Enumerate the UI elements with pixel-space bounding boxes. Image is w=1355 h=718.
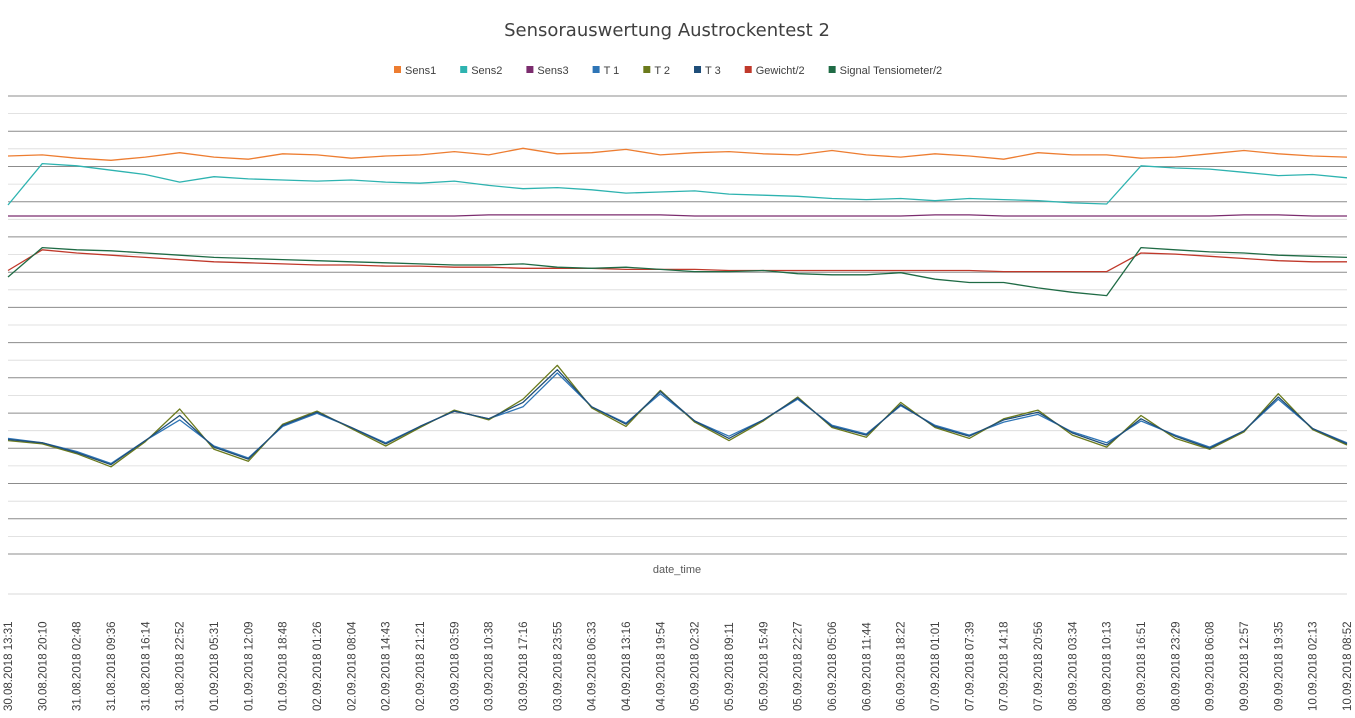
x-tick-label: 08.09.2018 03:34 xyxy=(1067,621,1079,711)
x-tick-label: 08.09.2018 10:13 xyxy=(1102,622,1114,712)
x-tick-label: 05.09.2018 02:32 xyxy=(690,622,702,712)
legend-swatch xyxy=(460,66,468,73)
x-tick-label: 05.09.2018 22:27 xyxy=(793,622,805,712)
series-line-signal-tensiometer-2 xyxy=(7,246,1348,297)
x-tick-label: 02.09.2018 08:04 xyxy=(346,621,358,711)
chart-title: Sensorauswertung Austrockentest 2 xyxy=(504,20,830,41)
x-tick-label: 02.09.2018 21:21 xyxy=(415,621,427,711)
x-tick-label: 07.09.2018 01:01 xyxy=(930,621,942,711)
x-tick-label: 07.09.2018 20:56 xyxy=(1033,621,1045,711)
x-tick-label: 01.09.2018 05:31 xyxy=(209,621,221,711)
x-tick-label: 01.09.2018 12:09 xyxy=(243,621,255,711)
legend-swatch xyxy=(828,66,836,73)
x-tick-label: 08.09.2018 16:51 xyxy=(1136,621,1148,711)
x-tick-label: 31.08.2018 22:52 xyxy=(175,622,187,712)
legend-swatch xyxy=(526,66,534,73)
legend-swatch xyxy=(744,66,752,73)
x-tick-label: 31.08.2018 16:14 xyxy=(140,621,152,711)
legend-item: Signal Tensiometer/2 xyxy=(828,65,943,77)
x-tick-label: 05.09.2018 09:11 xyxy=(724,622,736,711)
x-tick-label: 03.09.2018 03:59 xyxy=(449,621,461,711)
legend-swatch xyxy=(694,66,702,73)
legend-label: Sens3 xyxy=(537,65,568,77)
x-tick-label: 03.09.2018 10:38 xyxy=(484,622,496,712)
x-tick-label: 06.09.2018 05:06 xyxy=(827,621,839,711)
series-line-t-3 xyxy=(7,369,1348,466)
x-tick-label: 10.09.2018 02:13 xyxy=(1308,622,1320,712)
legend-swatch xyxy=(592,66,600,73)
x-tick-labels: 30.08.2018 13:31 30.08.2018 20:10 31.08.20… xyxy=(3,621,1354,711)
x-tick-label: 06.09.2018 18:22 xyxy=(896,622,908,712)
legend-item: Gewicht/2 xyxy=(744,65,805,77)
legend-label: T 1 xyxy=(604,65,620,77)
x-tick-label: 30.08.2018 13:31 xyxy=(3,621,15,711)
series-line-sens1 xyxy=(7,147,1348,161)
x-tick-label: 04.09.2018 13:16 xyxy=(621,621,633,711)
x-tick-label: 09.09.2018 06:08 xyxy=(1205,622,1217,712)
x-tick-label: 02.09.2018 14:43 xyxy=(381,622,393,712)
x-tick-label: 02.09.2018 01:26 xyxy=(312,621,324,711)
x-tick-label: 30.08.2018 20:10 xyxy=(37,621,49,711)
legend-label: Signal Tensiometer/2 xyxy=(840,65,943,77)
x-tick-label: 08.09.2018 23:29 xyxy=(1170,621,1182,711)
x-tick-label: 05.09.2018 15:49 xyxy=(758,621,770,711)
x-tick-label: 01.09.2018 18:48 xyxy=(278,622,290,712)
legend-label: T 3 xyxy=(705,65,721,77)
series-line-gewicht-2 xyxy=(7,249,1347,273)
legend-swatch xyxy=(394,66,401,73)
x-tick-label: 06.09.2018 11:44 xyxy=(861,622,873,711)
series-lines xyxy=(7,147,1348,468)
legend-label: Sens2 xyxy=(471,65,502,77)
legend-item: T 3 xyxy=(694,65,721,77)
x-tick-label: 31.08.2018 02:48 xyxy=(72,622,84,712)
x-tick-label: 09.09.2018 12:57 xyxy=(1239,621,1251,711)
gridlines xyxy=(8,95,1347,595)
x-tick-label: 31.08.2018 09:36 xyxy=(106,621,118,711)
legend-label: Gewicht/2 xyxy=(756,65,805,77)
legend-label: T 2 xyxy=(654,65,670,77)
legend-label: Sens1 xyxy=(405,65,436,77)
legend-item: Sens3 xyxy=(526,65,569,77)
x-tick-label: 03.09.2018 17:16 xyxy=(518,621,530,711)
legend: Sens1 Sens2 Sens3 T 1 T 2 T 3 Gewicht/2 Signal … xyxy=(394,65,942,77)
x-tick-label: 04.09.2018 19:54 xyxy=(655,621,667,711)
legend-item: T 2 xyxy=(643,65,670,77)
x-tick-label: 07.09.2018 14:18 xyxy=(999,622,1011,712)
x-tick-label: 03.09.2018 23:55 xyxy=(552,621,564,711)
x-tick-label: 10.09.2018 08:52 xyxy=(1342,621,1354,711)
x-tick-label: 07.09.2018 07:39 xyxy=(964,621,976,711)
x-tick-label: 04.09.2018 06:33 xyxy=(587,622,599,712)
series-line-t-2 xyxy=(7,364,1348,468)
series-line-sens3 xyxy=(8,214,1347,217)
x-axis-label: date_time xyxy=(653,564,701,576)
legend-item: Sens2 xyxy=(460,65,502,77)
series-line-sens2 xyxy=(7,162,1348,206)
legend-item: Sens1 xyxy=(394,65,436,77)
legend-item: T 1 xyxy=(592,65,620,77)
legend-swatch xyxy=(643,66,651,73)
x-tick-label: 09.09.2018 19:35 xyxy=(1273,621,1285,711)
